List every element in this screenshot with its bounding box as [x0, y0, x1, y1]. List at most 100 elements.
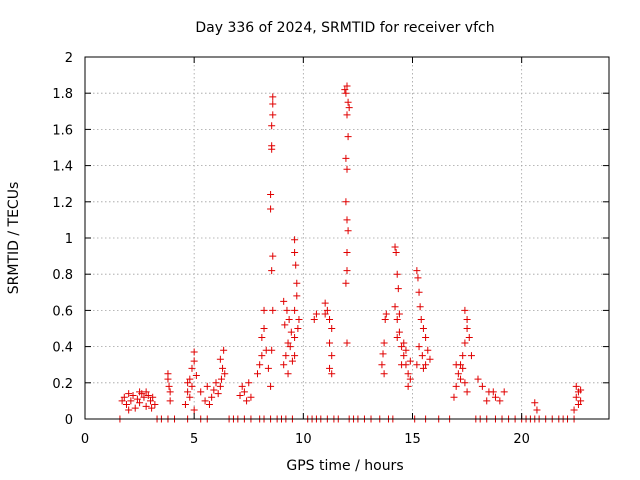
data-point: [395, 328, 403, 336]
data-point: [264, 364, 272, 372]
data-point: [417, 315, 425, 323]
data-point: [238, 382, 246, 390]
data-point: [323, 306, 331, 314]
data-point: [406, 357, 414, 365]
data-point: [404, 382, 412, 390]
data-point: [284, 370, 292, 378]
data-point: [260, 325, 268, 332]
y-tick-labels: 0 0.2 0.4 0.6 0.8 1 1.2 1.4 1.6 1.8 2: [52, 51, 73, 428]
data-point: [164, 370, 172, 378]
data-point: [268, 142, 276, 150]
grid-lines: [85, 57, 609, 419]
data-point: [496, 397, 504, 405]
data-point: [341, 86, 349, 94]
data-point: [142, 388, 150, 396]
data-point: [461, 306, 469, 314]
data-point: [212, 379, 220, 387]
data-point: [461, 379, 469, 387]
data-point: [281, 321, 289, 329]
data-point: [570, 406, 578, 414]
data-point: [220, 346, 228, 354]
data-point: [221, 370, 229, 378]
data-point: [291, 236, 299, 244]
data-point: [404, 370, 412, 378]
data-point: [203, 382, 211, 390]
data-point: [343, 267, 351, 275]
data-point: [310, 315, 318, 323]
data-point: [415, 343, 423, 351]
data-point: [391, 243, 399, 251]
data-point: [186, 375, 194, 383]
data-point: [500, 388, 508, 396]
data-point: [402, 346, 410, 354]
data-point: [125, 406, 133, 414]
data-point: [459, 352, 467, 360]
data-point: [394, 285, 402, 293]
data-point: [483, 397, 491, 405]
data-point: [342, 198, 350, 206]
data-point: [454, 370, 462, 378]
data-point: [531, 399, 539, 407]
data-point: [245, 379, 253, 387]
data-point: [381, 315, 389, 323]
data-point: [406, 375, 414, 383]
data-point: [140, 393, 148, 401]
data-point: [295, 315, 303, 323]
data-point: [216, 382, 224, 390]
data-point: [463, 315, 471, 323]
data-point: [461, 339, 469, 347]
data-point: [416, 303, 424, 311]
axis-ticks: [84, 56, 609, 420]
data-point: [280, 361, 288, 369]
data-point: [149, 393, 157, 401]
data-point: [287, 328, 295, 336]
data-point: [533, 406, 541, 414]
data-point: [280, 297, 288, 305]
data-point: [125, 390, 133, 398]
data-point: [392, 248, 400, 256]
x-tick-label: 0: [81, 432, 89, 447]
data-point: [426, 355, 434, 363]
data-point: [291, 306, 299, 314]
data-point: [291, 352, 299, 360]
data-point: [285, 315, 293, 323]
y-tick-label: 2: [65, 51, 73, 66]
x-tick-label: 20: [513, 432, 530, 447]
data-point: [452, 361, 460, 369]
data-point: [216, 355, 224, 363]
data-point: [344, 133, 352, 141]
data-point: [326, 364, 334, 372]
data-point: [293, 279, 301, 287]
data-point: [240, 388, 248, 396]
data-point: [577, 386, 585, 394]
data-point: [120, 393, 128, 401]
data-point: [415, 288, 423, 296]
data-point: [269, 306, 277, 314]
data-point: [398, 343, 406, 351]
data-point: [413, 267, 421, 275]
data-point: [118, 397, 126, 405]
x-tick-label: 5: [190, 432, 198, 447]
data-point: [489, 388, 497, 396]
data-point: [151, 401, 159, 409]
data-point: [413, 361, 421, 369]
data-point: [344, 227, 352, 235]
data-point: [286, 343, 294, 351]
data-point: [294, 325, 302, 332]
data-point: [291, 248, 299, 256]
data-point: [478, 382, 486, 390]
data-point: [422, 334, 430, 342]
data-point: [267, 191, 275, 199]
data-point: [326, 339, 334, 347]
data-point: [219, 364, 227, 372]
data-point: [342, 279, 350, 287]
data-point: [459, 364, 467, 372]
y-tick-label: 0.4: [52, 341, 73, 356]
data-point: [142, 402, 150, 410]
y-tick-label: 0: [65, 413, 73, 428]
data-point: [424, 346, 432, 354]
data-point: [457, 375, 465, 383]
y-tick-label: 1.4: [52, 160, 73, 175]
data-point: [380, 339, 388, 347]
data-point: [284, 339, 292, 347]
